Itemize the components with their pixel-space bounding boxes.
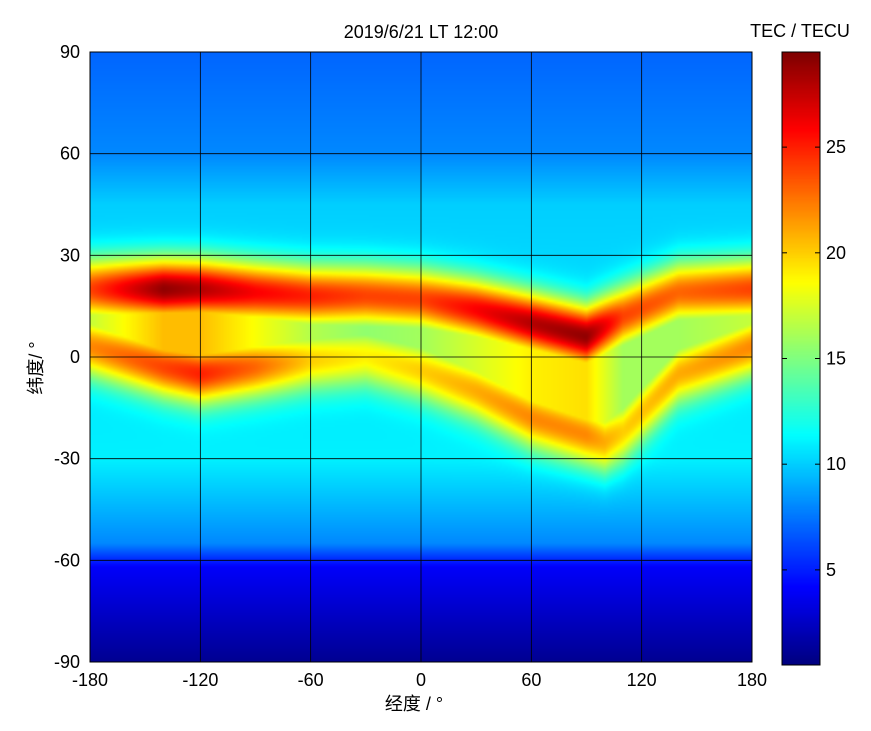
y-tick-label: -30 — [54, 449, 80, 469]
x-tick-label: -180 — [72, 670, 108, 690]
colorbar: 5 10 15 20 25 — [781, 51, 846, 666]
plot-frame — [89, 51, 753, 663]
y-tick-label: 60 — [60, 144, 80, 164]
x-tick-label: 120 — [627, 670, 657, 690]
x-axis: -180 -120 -60 0 60 120 180 — [72, 670, 767, 690]
colorbar-ticks: 5 10 15 20 25 — [782, 137, 846, 580]
chart-title: 2019/6/21 LT 12:00 — [344, 22, 498, 42]
y-tick-label: 0 — [70, 347, 80, 367]
colorbar-tick-label: 25 — [826, 137, 846, 157]
y-tick-label: 90 — [60, 42, 80, 62]
x-tick-label: -120 — [182, 670, 218, 690]
colorbar-tick-label: 5 — [826, 560, 836, 580]
colorbar-tick-label: 15 — [826, 349, 846, 369]
x-axis-label: 经度 / ° — [385, 694, 443, 714]
y-tick-label: -90 — [54, 652, 80, 672]
y-tick-label: 30 — [60, 245, 80, 265]
y-axis: -90 -60 -30 0 30 60 90 — [54, 42, 80, 672]
y-tick-label: -60 — [54, 550, 80, 570]
x-tick-label: -60 — [298, 670, 324, 690]
colorbar-gradient — [782, 52, 820, 665]
y-axis-label: 纬度/ ° — [26, 341, 46, 394]
colorbar-tick-label: 10 — [826, 454, 846, 474]
x-tick-label: 180 — [737, 670, 767, 690]
plot-area — [89, 51, 753, 663]
grid-lines — [90, 52, 752, 662]
x-tick-label: 60 — [521, 670, 541, 690]
colorbar-tick-label: 20 — [826, 243, 846, 263]
colorbar-label: TEC / TECU — [750, 21, 850, 41]
x-tick-label: 0 — [416, 670, 426, 690]
